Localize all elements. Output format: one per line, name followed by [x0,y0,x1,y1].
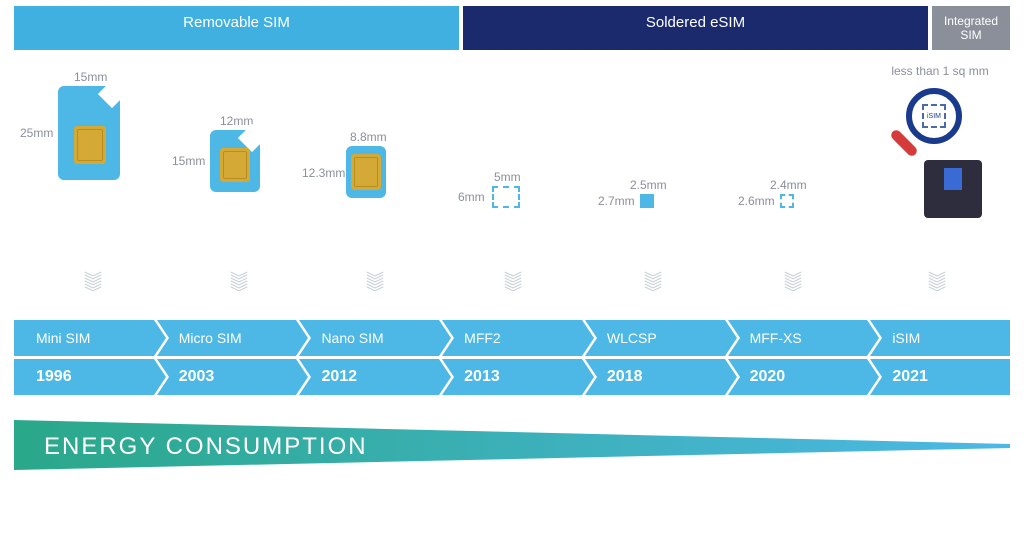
dim-width: 2.5mm [630,178,667,192]
dim-width: 5mm [494,170,521,184]
tl-name: Mini SIM [14,320,154,356]
isim-chip-icon: iSIM [922,104,946,128]
esim-outline-icon [492,186,520,208]
tl-year: 2003 [157,359,297,395]
chip-icon [74,126,106,164]
chevron-down-icon: ︾︾︾ [84,278,99,296]
tl-name: WLCSP [585,320,725,356]
tl-name: Nano SIM [299,320,439,356]
isim-note: less than 1 sq mm [870,64,1010,78]
hdr-soldered: Soldered eSIM [463,6,928,50]
magnifier-icon: iSIM [906,88,962,144]
chevron-down-icon: ︾︾︾ [504,278,519,296]
dim-width: 15mm [74,70,107,84]
timeline-names: Mini SIM Micro SIM Nano SIM MFF2 WLCSP M… [14,320,1010,356]
sim-card-icon [58,86,120,180]
chevron-down-icon: ︾︾︾ [928,278,943,296]
dim-height: 6mm [458,190,485,204]
soc-chip-icon [924,160,982,218]
tl-year: 2012 [299,359,439,395]
timeline: Mini SIM Micro SIM Nano SIM MFF2 WLCSP M… [14,320,1010,398]
dim-height: 2.7mm [598,194,635,208]
tl-year: 1996 [14,359,154,395]
dim-height: 25mm [20,126,53,140]
sim-card-icon [210,130,260,192]
sim-micro: 12mm 15mm [210,130,260,192]
category-header: Removable SIM Soldered eSIM Integrated S… [0,6,1024,50]
timeline-years: 1996 2003 2012 2013 2018 2020 2021 [14,359,1010,395]
tl-year: 2018 [585,359,725,395]
energy-consumption-bar: ENERGY CONSUMPTION [14,420,1010,480]
dim-height: 12.3mm [302,166,345,180]
chip-icon [351,154,381,190]
energy-label: ENERGY CONSUMPTION [44,433,368,461]
dim-height: 2.6mm [738,194,775,208]
hdr-removable: Removable SIM [14,6,459,50]
dim-width: 2.4mm [770,178,807,192]
chevron-down-icon: ︾︾︾ [366,278,381,296]
hdr-integrated: Integrated SIM [932,6,1010,50]
sim-mini: 15mm 25mm [58,86,120,180]
sim-illustration-row: 15mm 25mm 12mm 15mm 8.8mm 12.3mm 5mm 6mm… [0,70,1024,270]
dim-height: 15mm [172,154,205,168]
chevron-down-icon: ︾︾︾ [230,278,245,296]
sim-card-icon [346,146,386,198]
tl-name: MFF2 [442,320,582,356]
chip-icon [220,148,250,182]
esim-fill-icon [640,194,654,208]
tl-year: 2020 [728,359,868,395]
chevron-down-icon: ︾︾︾ [784,278,799,296]
dim-width: 8.8mm [350,130,387,144]
tl-year: 2013 [442,359,582,395]
tl-year: 2021 [870,359,1010,395]
tl-name: MFF-XS [728,320,868,356]
esim-outline-icon [780,194,794,208]
chevron-down-icon: ︾︾︾ [644,278,659,296]
sim-nano: 8.8mm 12.3mm [346,146,386,198]
tl-name: Micro SIM [157,320,297,356]
tl-name: iSIM [870,320,1010,356]
